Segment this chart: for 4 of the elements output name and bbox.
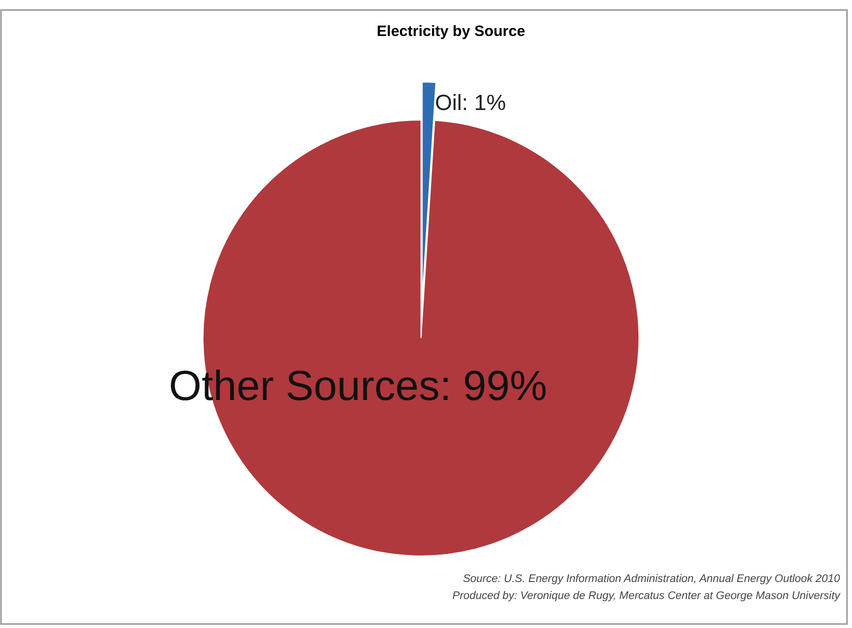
slice-label: Oil: 1%	[435, 90, 506, 115]
source-note: Source: U.S. Energy Information Administration, Annual Energy Outlook 2010	[462, 573, 841, 585]
chart-title: Electricity by Source	[376, 23, 526, 40]
text: Produced by: Veronique de Rugy, Mercatus Center at George Mason University	[452, 590, 842, 602]
